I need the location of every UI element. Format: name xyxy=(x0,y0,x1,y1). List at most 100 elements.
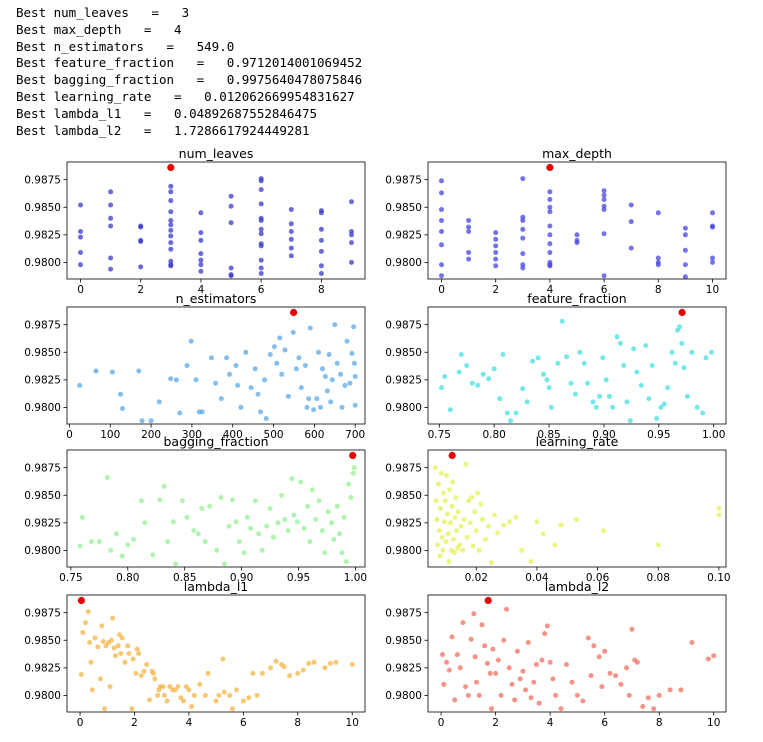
data-point xyxy=(193,377,199,383)
data-point xyxy=(439,218,444,223)
panel-title: lambda_l1 xyxy=(184,579,249,594)
data-point xyxy=(313,517,319,522)
data-point xyxy=(454,652,460,658)
data-point xyxy=(601,197,607,202)
data-point xyxy=(214,547,220,553)
data-point xyxy=(618,681,624,687)
data-point xyxy=(295,670,301,676)
data-point xyxy=(322,550,328,556)
data-point xyxy=(202,692,208,698)
data-point xyxy=(434,517,440,522)
data-point xyxy=(334,503,340,509)
axes-frame xyxy=(66,161,366,280)
data-point xyxy=(449,634,455,640)
x-tick-label: 1.00 xyxy=(702,429,725,441)
data-point xyxy=(103,643,109,649)
data-point xyxy=(248,385,254,391)
data-point xyxy=(628,219,634,225)
y-tick-label: 0.9875 xyxy=(24,174,61,186)
x-tick-label: 2 xyxy=(131,717,138,729)
data-point xyxy=(458,523,464,529)
data-point xyxy=(78,262,83,268)
data-point xyxy=(705,656,711,662)
data-point xyxy=(234,687,239,693)
data-point xyxy=(442,374,448,379)
data-point xyxy=(138,239,144,244)
data-point xyxy=(109,369,115,375)
data-point xyxy=(100,638,106,644)
data-point xyxy=(198,268,204,274)
x-tick-label: 0 xyxy=(438,717,445,729)
data-point xyxy=(198,251,204,257)
x-tick-label: 0.90 xyxy=(230,572,253,584)
data-point xyxy=(198,230,204,236)
data-point xyxy=(327,660,333,666)
data-point xyxy=(449,503,455,509)
data-point xyxy=(189,704,195,709)
data-point xyxy=(655,542,661,548)
x-tick-label: 6 xyxy=(240,717,247,729)
data-point xyxy=(466,256,472,262)
data-point xyxy=(329,377,335,383)
data-point xyxy=(344,338,350,344)
data-point xyxy=(677,324,683,330)
data-point xyxy=(112,653,118,659)
data-point xyxy=(599,684,605,690)
data-point xyxy=(213,380,219,386)
data-point xyxy=(580,698,586,704)
data-point xyxy=(184,514,190,520)
x-tick-label: 10 xyxy=(706,284,719,296)
data-point xyxy=(439,190,444,196)
data-point xyxy=(351,360,357,366)
data-point xyxy=(474,679,479,685)
data-point xyxy=(339,404,345,410)
x-tick-label: 4 xyxy=(198,284,205,296)
data-point xyxy=(168,183,174,189)
data-point xyxy=(348,495,354,500)
data-point xyxy=(528,695,534,701)
panel-feature-fraction: feature_fraction 0.75 0.80 0.85 0.90 0.95 1.00… xyxy=(385,291,727,441)
x-tick-label: 6 xyxy=(601,284,608,296)
panel-num-leaves: num_leaves 0 2 4 6 8 0.9800 0.9825 0.9850 0.9875 xyxy=(24,146,366,296)
data-point xyxy=(487,670,493,676)
data-point xyxy=(517,676,523,682)
data-point xyxy=(596,654,602,660)
data-point xyxy=(629,626,635,632)
data-point xyxy=(275,520,281,526)
data-point xyxy=(437,553,443,559)
data-point xyxy=(509,681,515,687)
data-point xyxy=(479,517,485,522)
data-point xyxy=(493,670,499,676)
data-point xyxy=(351,465,357,471)
data-point xyxy=(322,374,328,379)
data-point xyxy=(202,539,208,545)
data-point xyxy=(467,520,473,526)
data-point xyxy=(614,334,620,340)
data-point xyxy=(528,559,534,564)
y-tick-label: 0.9875 xyxy=(385,174,422,186)
data-point xyxy=(439,178,444,184)
data-point xyxy=(224,355,230,361)
data-point xyxy=(558,522,564,528)
data-point xyxy=(558,706,564,712)
data-point xyxy=(617,340,623,346)
data-point xyxy=(438,470,444,476)
data-point xyxy=(199,506,205,511)
x-tick-label: 6 xyxy=(258,284,265,296)
data-point xyxy=(246,695,252,701)
data-point xyxy=(607,670,613,676)
data-point xyxy=(191,692,197,698)
data-point xyxy=(658,404,664,410)
data-point xyxy=(689,640,695,645)
data-point xyxy=(282,517,288,522)
data-point xyxy=(645,695,651,701)
data-point xyxy=(108,266,114,272)
data-point xyxy=(168,246,174,252)
data-point xyxy=(322,665,328,671)
data-point xyxy=(341,514,347,520)
data-point xyxy=(126,651,132,656)
data-point xyxy=(108,223,114,229)
data-point xyxy=(468,636,474,642)
data-point xyxy=(351,324,357,330)
